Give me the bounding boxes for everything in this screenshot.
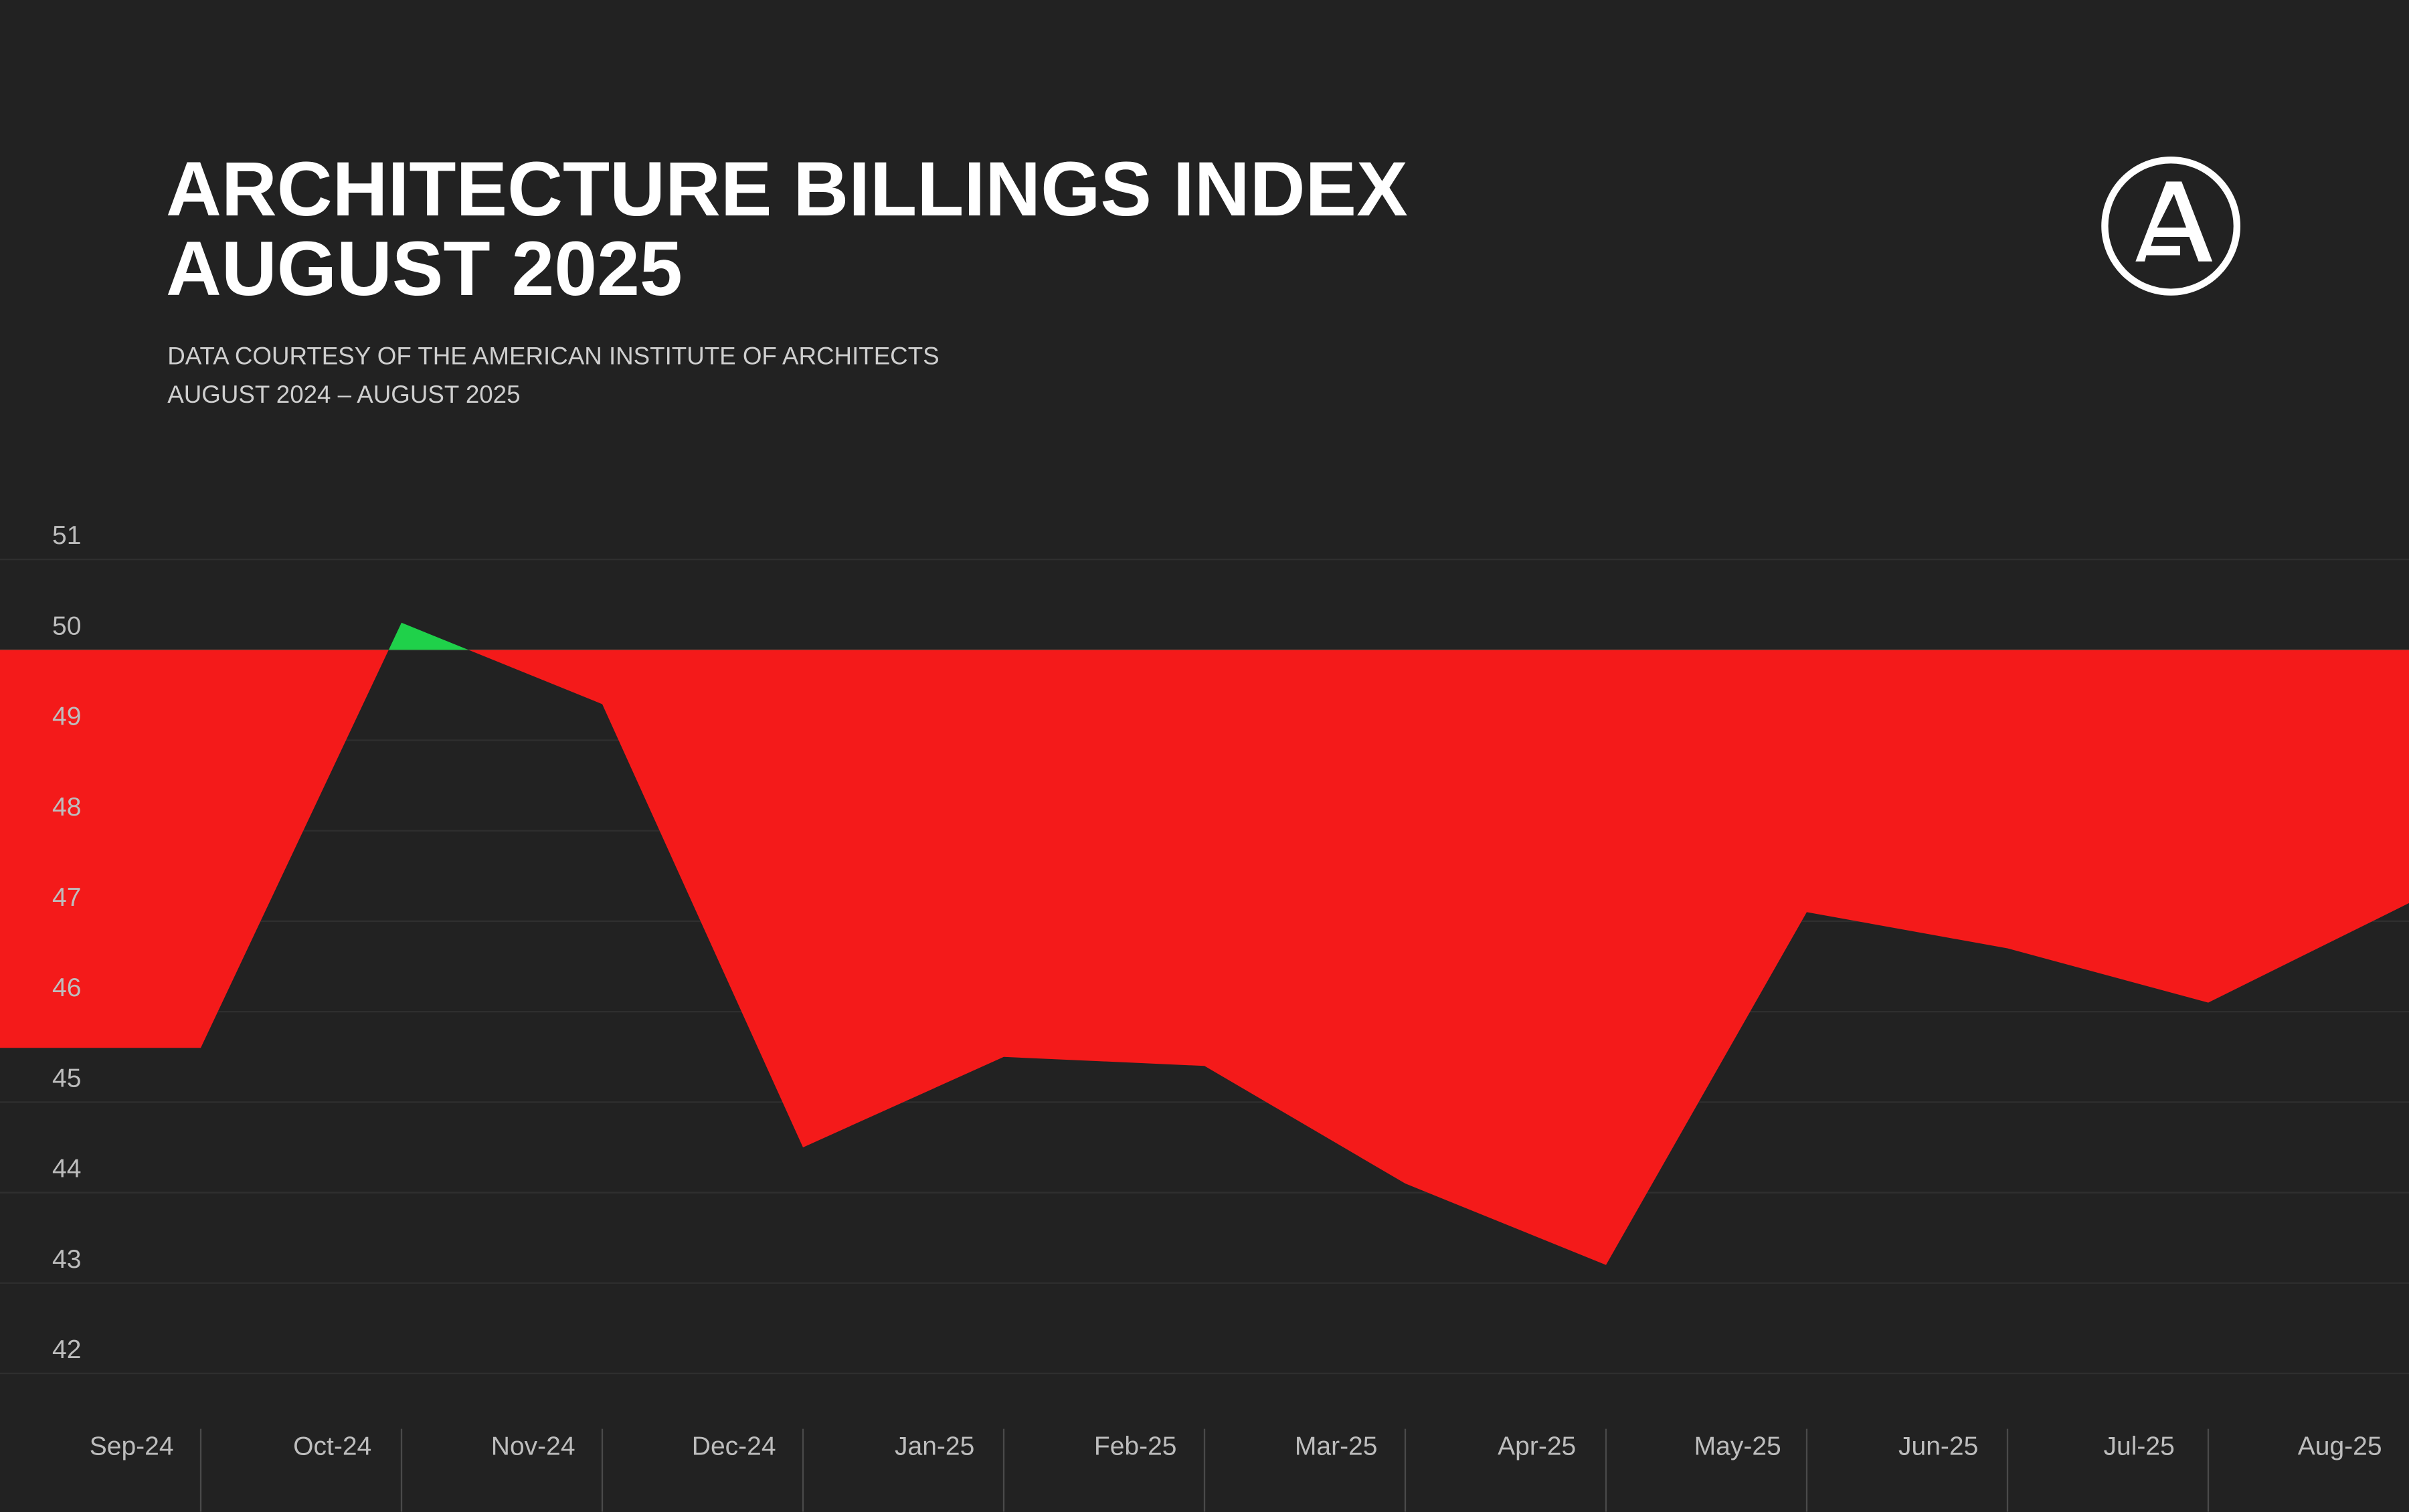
- y-tick-label: 43: [52, 1245, 81, 1274]
- x-tick-label: Sep-24: [90, 1432, 174, 1461]
- y-tick-label: 47: [52, 883, 81, 912]
- subtitle: AUGUST 2024 – AUGUST 2025: [167, 381, 520, 408]
- subtitle: DATA COURTESY OF THE AMERICAN INSTITUTE …: [167, 343, 939, 370]
- logo: [2101, 157, 2241, 296]
- x-tick-label: Nov-24: [491, 1432, 575, 1461]
- x-tick-label: Jun-25: [1898, 1432, 1978, 1461]
- y-tick-label: 42: [52, 1335, 81, 1364]
- y-tick-label: 49: [52, 702, 81, 731]
- x-tick-label: Feb-25: [1094, 1432, 1177, 1461]
- y-tick-label: 44: [52, 1155, 81, 1184]
- y-tick-label: 45: [52, 1064, 81, 1093]
- x-tick-label: Jan-25: [895, 1432, 974, 1461]
- x-tick-label: Aug-25: [2298, 1432, 2382, 1461]
- y-tick-label: 48: [52, 793, 81, 822]
- title: ARCHITECTURE BILLINGS INDEX: [166, 147, 1408, 232]
- y-tick-label: 46: [52, 973, 81, 1002]
- area-below: [0, 650, 2409, 1265]
- x-tick-label: Mar-25: [1295, 1432, 1378, 1461]
- x-tick-label: May-25: [1694, 1432, 1781, 1461]
- x-tick-label: Jul-25: [2104, 1432, 2175, 1461]
- x-tick-label: Oct-24: [293, 1432, 371, 1461]
- y-tick-label: 50: [52, 611, 81, 640]
- y-tick-label: 51: [52, 521, 81, 550]
- area-above: [388, 622, 469, 650]
- title: AUGUST 2025: [166, 226, 683, 312]
- x-tick-label: Dec-24: [692, 1432, 776, 1461]
- x-tick-label: Apr-25: [1498, 1432, 1576, 1461]
